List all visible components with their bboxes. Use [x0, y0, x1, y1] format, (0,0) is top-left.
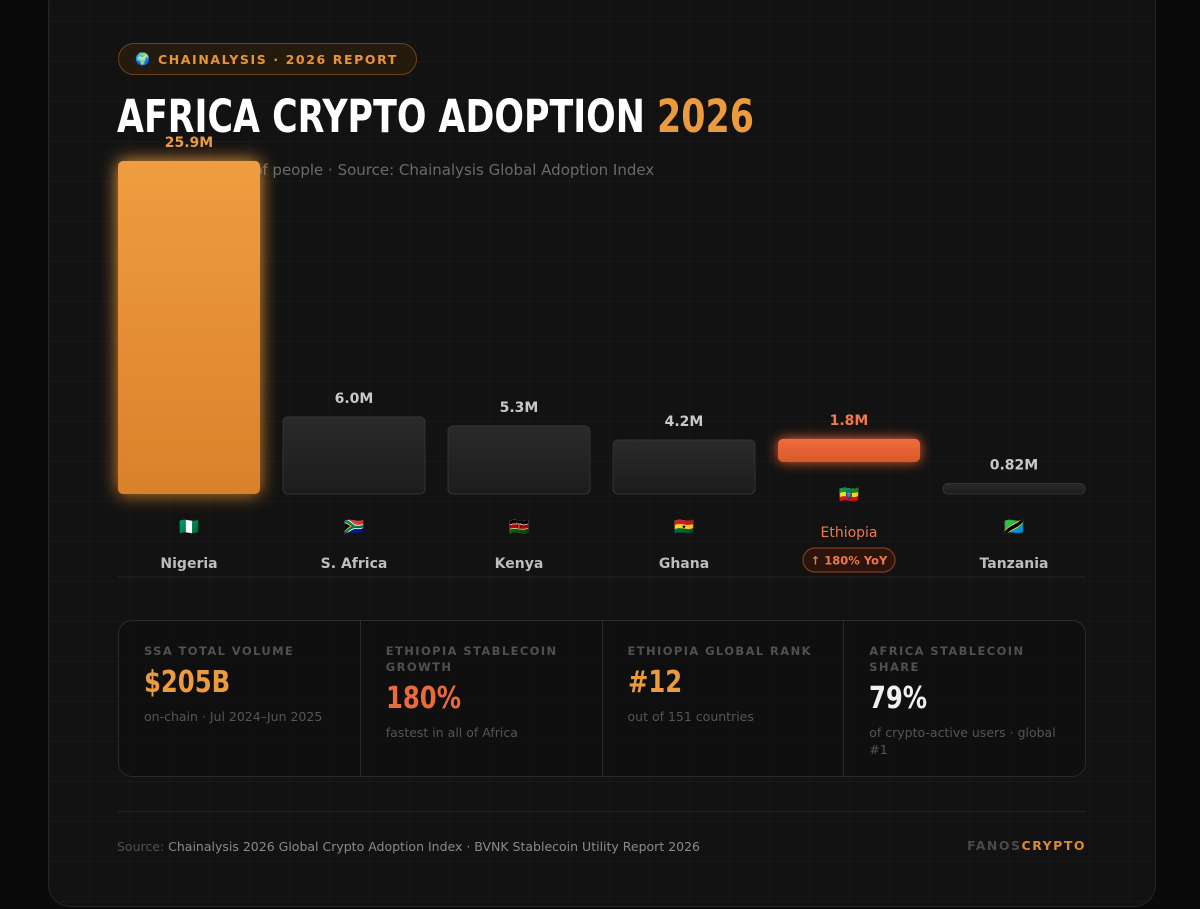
- stat-card: AFRICA STABLECOIN SHARE 79% of crypto-ac…: [844, 621, 1085, 776]
- bar-s-africa: [282, 416, 426, 495]
- stat-note: on-chain · Jul 2024–Jun 2025: [144, 709, 323, 724]
- stat-label: ETHIOPIA STABLECOIN GROWTH: [385, 644, 558, 674]
- bar-value-label: 6.0M: [335, 391, 374, 407]
- category-label: Ghana: [659, 556, 709, 572]
- globe-icon: 🌍: [135, 52, 150, 66]
- yoy-badge-text: ↑ 180% YoY: [811, 554, 888, 568]
- bar-tanzania: [942, 482, 1086, 495]
- yoy-badge: [802, 547, 896, 573]
- stat-note: out of 151 countries: [627, 709, 754, 724]
- stat-label: SSA TOTAL VOLUME: [144, 644, 295, 658]
- country-flag-icon: 🇬🇭: [674, 517, 694, 536]
- footer-source: Source: Chainalysis 2026 Global Crypto A…: [117, 839, 700, 854]
- stats-panel: SSA TOTAL VOLUME $205B on-chain · Jul 20…: [118, 620, 1086, 777]
- stat-note: of crypto-active users · global #1: [869, 725, 1056, 757]
- report-badge-text: CHAINALYSIS · 2026 REPORT: [157, 51, 398, 67]
- brand-part-b: CRYPTO: [1021, 838, 1086, 853]
- category-label: S. Africa: [321, 556, 388, 572]
- stat-card: ETHIOPIA STABLECOIN GROWTH 180% fastest …: [361, 621, 603, 776]
- title-main: AFRICA CRYPTO ADOPTION: [117, 90, 645, 143]
- category-label: Ethiopia: [820, 525, 877, 541]
- category-label: Nigeria: [160, 556, 217, 572]
- bar-ghana: [612, 439, 756, 495]
- country-flag-icon: 🇳🇬: [179, 517, 199, 536]
- bar-value-label: 25.9M: [165, 135, 213, 151]
- country-flag-icon: 🇰🇪: [509, 517, 529, 536]
- bar-value-label: 1.8M: [830, 413, 869, 429]
- bar-ethiopia: [778, 438, 920, 462]
- stat-card: ETHIOPIA GLOBAL RANK #12 out of 151 coun…: [603, 621, 845, 776]
- stat-value: $205B: [144, 665, 231, 700]
- stat-note: fastest in all of Africa: [385, 725, 518, 740]
- category-label: Tanzania: [980, 556, 1049, 572]
- source-prefix: Source:: [117, 839, 165, 854]
- bar-value-label: 0.82M: [990, 457, 1038, 473]
- country-flag-icon: 🇹🇿: [1004, 517, 1024, 536]
- stat-label: AFRICA STABLECOIN SHARE: [869, 644, 1025, 674]
- brand-logo: FANOSCRYPTO: [967, 838, 1086, 853]
- title-year: 2026: [657, 90, 754, 143]
- bar-chart: 25.9M 🇳🇬 Nigeria 6.0M 🇿🇦 S. Africa 5.3M 🇰🇪 Kenya…: [118, 135, 1086, 578]
- bar-value-label: 4.2M: [665, 414, 704, 430]
- stat-card: SSA TOTAL VOLUME $205B on-chain · Jul 20…: [119, 621, 361, 776]
- report-badge: 🌍 CHAINALYSIS · 2026 REPORT: [118, 43, 417, 75]
- category-label: Kenya: [495, 556, 544, 572]
- source-text: Chainalysis 2026 Global Crypto Adoption …: [168, 839, 701, 854]
- bar-nigeria: [118, 161, 260, 494]
- country-flag-icon: 🇪🇹: [839, 485, 859, 504]
- bar-value-label: 5.3M: [500, 400, 539, 416]
- stat-value: #12: [627, 665, 682, 700]
- footer-divider: [118, 811, 1086, 812]
- stat-value: 180%: [385, 681, 461, 716]
- country-flag-icon: 🇿🇦: [344, 517, 364, 536]
- bar-kenya: [447, 425, 591, 495]
- page-title: AFRICA CRYPTO ADOPTION 2026: [117, 90, 754, 143]
- brand-part-a: FANOS: [967, 838, 1022, 853]
- stat-value: 79%: [869, 681, 928, 716]
- stat-label: ETHIOPIA GLOBAL RANK: [627, 644, 812, 658]
